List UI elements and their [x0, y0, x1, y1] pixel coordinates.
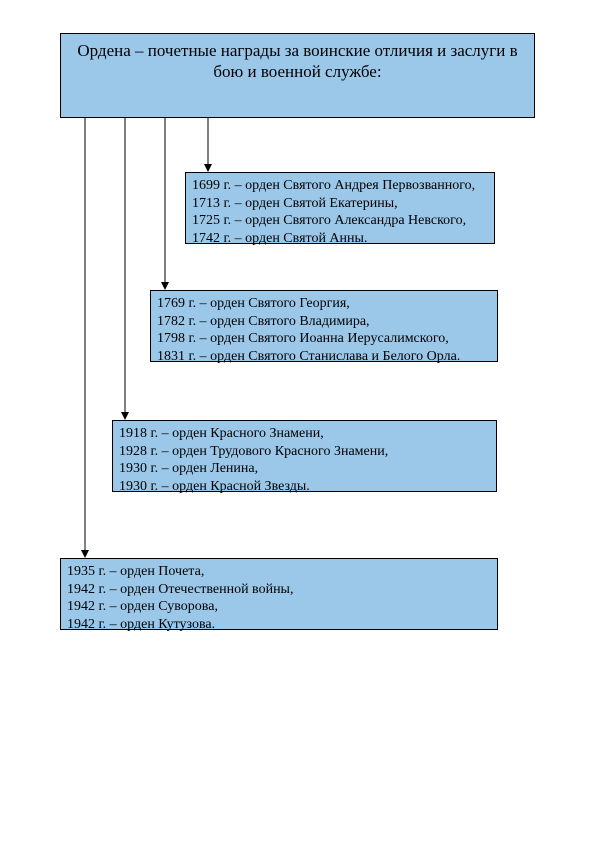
line: 1798 г. – орден Святого Иоанна Иерусалим… — [157, 330, 491, 348]
line: 1942 г. – орден Отечественной войны, — [67, 581, 491, 599]
line: 1928 г. – орден Трудового Красного Знаме… — [119, 443, 490, 461]
title-box: Ордена – почетные награды за воинские от… — [60, 33, 535, 118]
line: 1742 г. – орден Святой Анны. — [192, 230, 488, 248]
line: 1942 г. – орден Суворова, — [67, 598, 491, 616]
group-box-2: 1769 г. – орден Святого Георгия, 1782 г.… — [150, 290, 498, 362]
line: 1699 г. – орден Святого Андрея Первозван… — [192, 177, 488, 195]
group-box-1: 1699 г. – орден Святого Андрея Первозван… — [185, 172, 495, 244]
line: 1713 г. – орден Святой Екатерины, — [192, 195, 488, 213]
line: 1942 г. – орден Кутузова. — [67, 616, 491, 634]
line: 1782 г. – орден Святого Владимира, — [157, 313, 491, 331]
line: 1930 г. – орден Красной Звезды. — [119, 478, 490, 496]
line: 1930 г. – орден Ленина, — [119, 460, 490, 478]
group-box-4: 1935 г. – орден Почета, 1942 г. – орден … — [60, 558, 498, 630]
line: 1725 г. – орден Святого Александра Невск… — [192, 212, 488, 230]
line: 1918 г. – орден Красного Знамени, — [119, 425, 490, 443]
line: 1831 г. – орден Святого Станислава и Бел… — [157, 348, 491, 366]
line: 1935 г. – орден Почета, — [67, 563, 491, 581]
line: 1769 г. – орден Святого Георгия, — [157, 295, 491, 313]
group-box-3: 1918 г. – орден Красного Знамени, 1928 г… — [112, 420, 497, 492]
